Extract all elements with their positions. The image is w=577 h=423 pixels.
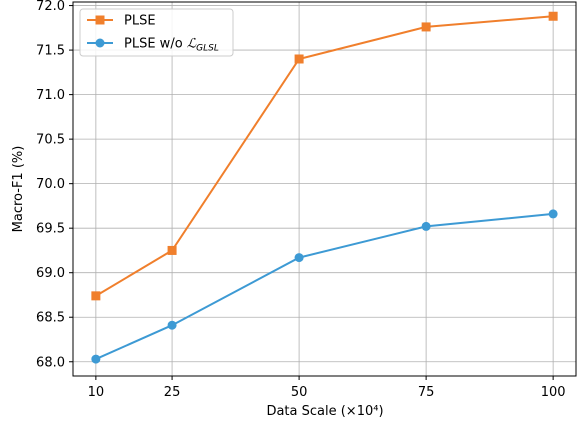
series-line-1 [95, 212, 554, 361]
legend-label-plse-wo-main: PLSE w/o [124, 37, 187, 52]
x-tick-label: 75 [418, 385, 435, 400]
legend-label-script-l: ℒ [187, 37, 197, 52]
y-tick-label: 71.5 [36, 44, 65, 59]
x-axis-label: Data Scale (×10⁴) [266, 404, 383, 419]
x-tick-label: 50 [291, 385, 308, 400]
y-tick-label: 69.5 [36, 222, 65, 237]
legend-label-subscript: GLSL [196, 44, 219, 54]
y-tick-label: 72.0 [36, 0, 65, 14]
data-point-square [294, 54, 304, 64]
plot-frame [72, 1, 577, 377]
y-tick-label: 70.5 [36, 133, 65, 148]
data-point-circle [91, 354, 101, 364]
legend-box [79, 8, 234, 57]
x-tick-label: 25 [164, 385, 181, 400]
y-axis-label: Macro-F1 (%) [11, 146, 26, 233]
legend-label-plse: PLSE [124, 14, 156, 29]
y-tick-label: 70.0 [36, 177, 65, 192]
series-line-0 [95, 15, 554, 297]
legend-label-plse-wo: PLSE w/o ℒGLSL [124, 37, 219, 54]
data-point-circle [421, 221, 431, 231]
grid [73, 2, 576, 376]
y-tick-label: 69.0 [36, 266, 65, 281]
data-point-square [548, 11, 558, 21]
legend-marker-plse [95, 15, 105, 25]
y-tick-label: 68.0 [36, 355, 65, 370]
data-point-circle [167, 320, 177, 330]
data-point-circle [294, 253, 304, 263]
data-point-square [91, 291, 101, 301]
axes-text: 68.0 68.5 69.0 69.5 70.0 70.5 71.0 71.5 72.0 10 25… [36, 0, 566, 400]
x-tick-label: 10 [88, 385, 105, 400]
data-point-square [421, 22, 431, 32]
y-tick-label: 71.0 [36, 88, 65, 103]
data-point-square [167, 245, 177, 255]
data-point-circle [548, 209, 558, 219]
series-layer [91, 11, 558, 364]
y-tick-label: 68.5 [36, 311, 65, 326]
legend-marker-plse-wo [95, 38, 105, 48]
legend: PLSE PLSE w/o ℒGLSL [79, 8, 234, 57]
x-tick-label: 100 [541, 385, 566, 400]
